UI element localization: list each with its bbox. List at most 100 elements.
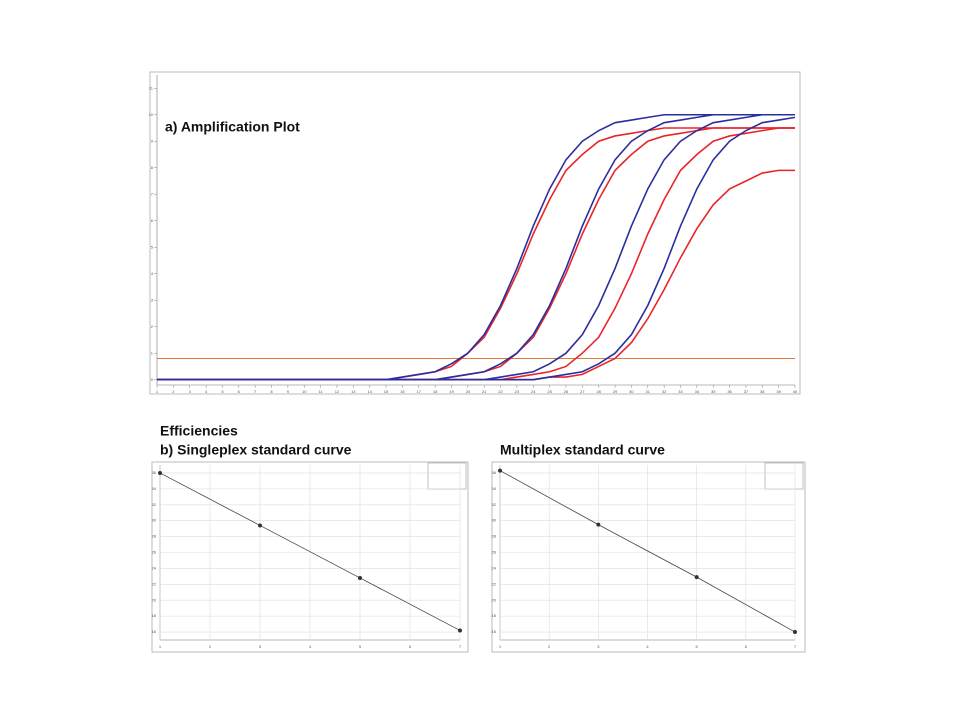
x-tick-label: 40: [793, 389, 798, 394]
x-tick-label: 34: [695, 389, 700, 394]
y-tick-label: 18: [152, 613, 157, 618]
x-tick-label: 1: [156, 389, 159, 394]
x-tick-label: 30: [629, 389, 634, 394]
y-tick-label: 32: [152, 502, 157, 507]
point: [694, 575, 699, 580]
y-tick-label: 2: [151, 324, 154, 329]
y-tick-label: 22: [152, 581, 157, 586]
x-tick-label: 20: [466, 389, 471, 394]
fit-line: [159, 472, 461, 631]
y-tick-label: 32: [492, 502, 497, 507]
x-tick-label: 28: [596, 389, 601, 394]
chart-title: Multiplex standard curve: [500, 442, 665, 458]
x-tick-label: 14: [367, 389, 372, 394]
x-tick-label: 7: [254, 389, 257, 394]
y-tick-label: 5: [151, 244, 154, 249]
x-tick-label: 3: [189, 389, 192, 394]
x-tick-label: 22: [498, 389, 503, 394]
x-tick-label: 26: [564, 389, 569, 394]
point: [158, 470, 162, 475]
x-tick-label: 19: [449, 389, 454, 394]
multiplex-frame: [491, 461, 806, 653]
y-tick-label: 9: [151, 138, 154, 143]
x-tick-label: 5: [696, 644, 699, 649]
x-tick-label: 3: [259, 644, 262, 649]
legend-box: [427, 462, 467, 490]
x-tick-label: 32: [662, 389, 667, 394]
y-tick-label: 26: [152, 550, 157, 555]
point: [596, 522, 601, 527]
x-tick-label: 4: [646, 644, 649, 649]
x-tick-label: 2: [209, 644, 212, 649]
y-tick-label: 0: [151, 377, 154, 382]
y-tick-label: 34: [152, 486, 157, 491]
y-tick-label: 28: [492, 534, 497, 539]
x-tick-label: 29: [613, 389, 618, 394]
legend-box: [764, 462, 804, 490]
x-tick-label: 6: [409, 644, 412, 649]
y-tick-label: 26: [492, 550, 497, 555]
x-tick-label: 5: [359, 644, 362, 649]
y-tick-label: 20: [492, 597, 497, 602]
x-tick-label: 3: [597, 644, 600, 649]
marks: 1 2 3 4 5 6 7 8 9 10 11 12 13 14 15 16 17 18 19 20 21 22 23 24 2…: [149, 75, 798, 649]
amplification-curve: [157, 116, 796, 381]
y-tick-label: 11: [149, 85, 154, 90]
x-tick-label: 4: [205, 389, 208, 394]
y-tick-label: 30: [492, 518, 497, 523]
x-tick-label: 37: [744, 389, 749, 394]
x-tick-label: 23: [515, 389, 520, 394]
y-tick-label: 24: [152, 565, 157, 570]
point: [458, 628, 462, 633]
x-tick-label: 39: [776, 389, 781, 394]
y-tick-label: 16: [492, 629, 497, 634]
heading: Efficiencies: [160, 423, 238, 439]
x-tick-label: 7: [794, 644, 797, 649]
point: [258, 523, 262, 528]
x-tick-label: 35: [711, 389, 716, 394]
y-tick-label: 3: [151, 297, 154, 302]
x-tick-label: 11: [319, 389, 324, 394]
y-tick-label: 10: [149, 112, 154, 117]
x-tick-label: 25: [547, 389, 552, 394]
point: [793, 630, 797, 635]
y-tick-label: 18: [492, 613, 497, 618]
x-tick-label: 7: [459, 644, 462, 649]
x-tick-label: 38: [760, 389, 765, 394]
chart-title: a) Amplification Plot: [165, 119, 300, 135]
y-tick-label: 20: [152, 597, 157, 602]
y-tick-label: 4: [151, 271, 154, 276]
x-tick-label: 1: [499, 644, 502, 649]
y-tick-label: 16: [152, 629, 157, 634]
x-tick-label: 8: [270, 389, 273, 394]
x-tick-label: 15: [384, 389, 389, 394]
x-tick-label: 36: [727, 389, 732, 394]
y-tick-label: 28: [152, 534, 157, 539]
x-tick-label: 33: [678, 389, 683, 394]
x-tick-label: 2: [548, 644, 551, 649]
x-tick-label: 16: [400, 389, 405, 394]
fit-line: [499, 470, 796, 633]
y-tick-label: 7: [151, 191, 154, 196]
x-tick-label: 31: [646, 389, 651, 394]
x-tick-label: 18: [433, 389, 438, 394]
x-tick-label: 17: [417, 389, 422, 394]
x-tick-label: 4: [309, 644, 312, 649]
x-tick-label: 1: [159, 644, 162, 649]
x-tick-label: 6: [745, 644, 748, 649]
x-tick-label: 24: [531, 389, 536, 394]
y-tick-label: 34: [492, 486, 497, 491]
x-tick-label: 10: [302, 389, 307, 394]
amplification-frame: [149, 71, 801, 395]
y-tick-label: 8: [151, 165, 154, 170]
y-tick-label: 30: [152, 518, 157, 523]
y-tick-label: 36: [492, 470, 497, 475]
y-tick-label: 24: [492, 565, 497, 570]
y-tick-label: 36: [152, 470, 157, 475]
x-tick-label: 27: [580, 389, 585, 394]
x-tick-label: 6: [238, 389, 241, 394]
x-tick-label: 5: [221, 389, 224, 394]
x-tick-label: 21: [482, 389, 487, 394]
y-tick-label: 22: [492, 581, 497, 586]
